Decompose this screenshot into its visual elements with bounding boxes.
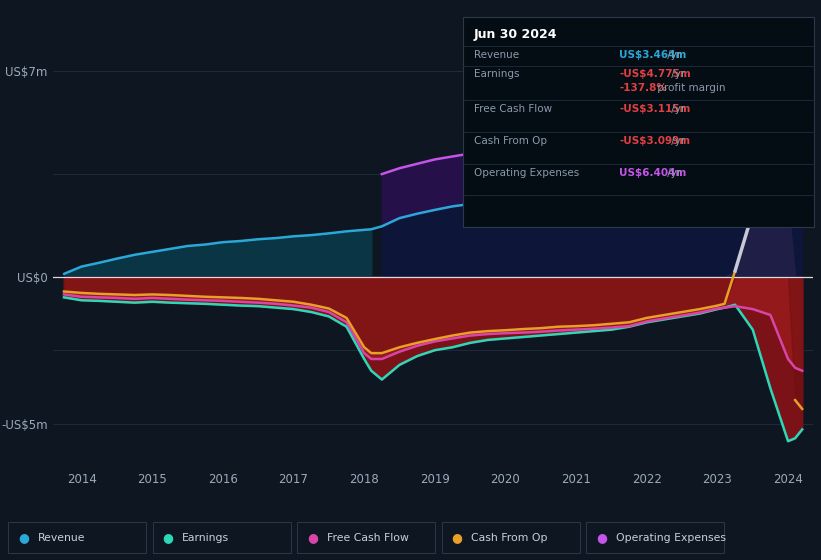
Text: US$3.464m: US$3.464m [619,50,686,60]
Text: Operating Expenses: Operating Expenses [474,169,579,179]
Text: /yr: /yr [668,69,686,80]
Text: /yr: /yr [668,137,686,147]
Text: Free Cash Flow: Free Cash Flow [474,104,552,114]
Text: ●: ● [307,531,318,544]
Text: Revenue: Revenue [474,50,519,60]
Text: /yr: /yr [663,50,681,60]
Text: Jun 30 2024: Jun 30 2024 [474,28,557,41]
Text: /yr: /yr [668,104,686,114]
Text: /yr: /yr [663,169,681,179]
Text: Earnings: Earnings [474,69,519,80]
Text: ●: ● [163,531,173,544]
Text: -US$3.115m: -US$3.115m [619,104,690,114]
Text: ●: ● [596,531,607,544]
Text: -137.8%: -137.8% [619,83,667,93]
Text: profit margin: profit margin [654,83,726,93]
Text: Earnings: Earnings [182,533,229,543]
Text: -US$3.099m: -US$3.099m [619,137,690,147]
Text: ●: ● [18,531,29,544]
Text: -US$4.775m: -US$4.775m [619,69,690,80]
Text: Revenue: Revenue [38,533,85,543]
Text: US$6.404m: US$6.404m [619,169,686,179]
Text: ●: ● [452,531,462,544]
Text: Cash From Op: Cash From Op [474,137,547,147]
Text: Free Cash Flow: Free Cash Flow [327,533,409,543]
Text: Cash From Op: Cash From Op [471,533,548,543]
Text: Operating Expenses: Operating Expenses [616,533,726,543]
